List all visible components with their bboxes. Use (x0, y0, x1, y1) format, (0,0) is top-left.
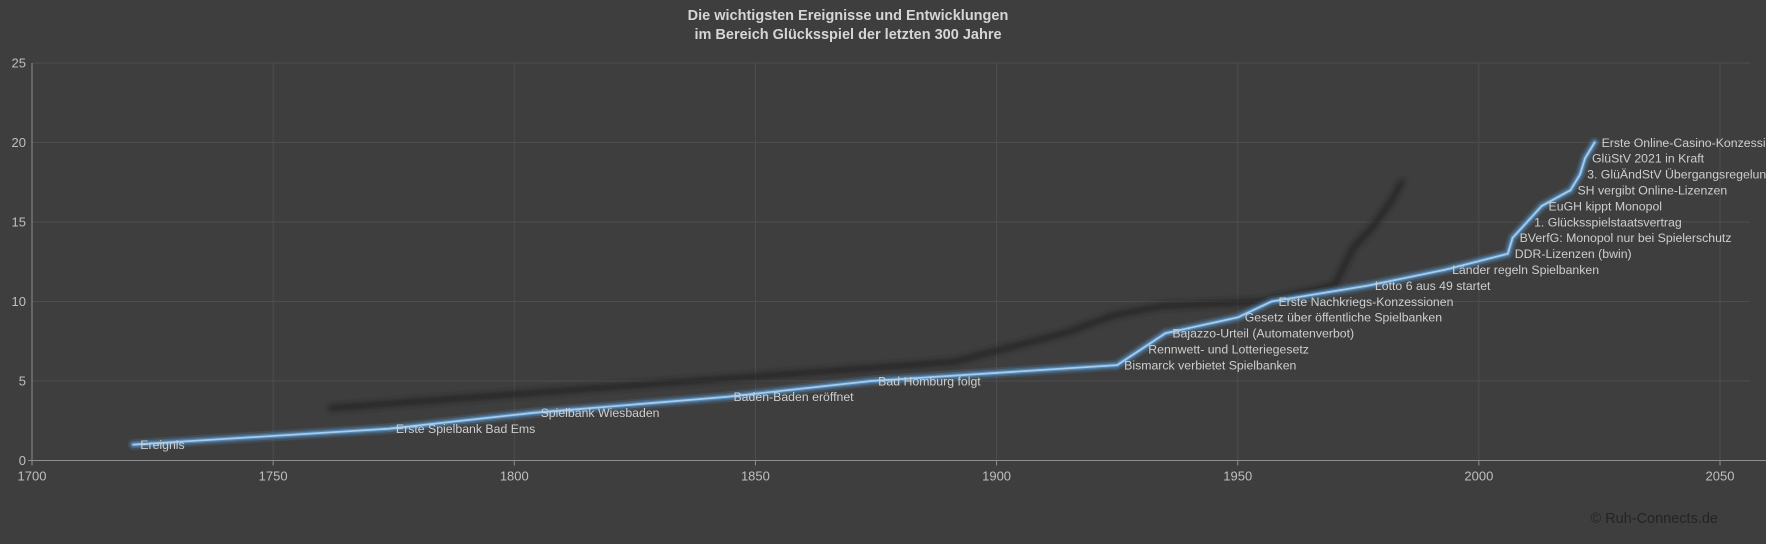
event-label: Bad Homburg folgt (878, 374, 981, 388)
x-tick-label: 1800 (500, 469, 529, 484)
event-label: EuGH kippt Monopol (1549, 199, 1662, 213)
event-label: Bismarck verbietet Spielbanken (1124, 358, 1296, 372)
event-line (131, 140, 1597, 447)
event-label: 3. GlüÄndStV Übergangsregelung (1587, 168, 1766, 182)
y-tick-label: 15 (12, 215, 26, 230)
event-label: Erste Nachkriegs-Konzessionen (1278, 295, 1453, 309)
x-tick-label: 1750 (259, 469, 288, 484)
event-label: Spielbank Wiesbaden (541, 406, 660, 420)
event-label: Länder regeln Spielbanken (1452, 263, 1599, 277)
y-tick-label: 0 (19, 453, 26, 468)
event-label: Baden-Baden eröffnet (733, 390, 854, 404)
event-label: Rennwett- und Lotteriegesetz (1148, 343, 1309, 357)
event-line (129, 139, 1599, 449)
event-label: Erste Spielbank Bad Ems (396, 422, 535, 436)
x-tick-label: 1900 (982, 469, 1011, 484)
event-label: Gesetz über öffentliche Spielbanken (1245, 311, 1442, 325)
event-label: Erste Online-Casino-Konzessionen (1602, 136, 1766, 150)
event-label: DDR-Lizenzen (bwin) (1515, 247, 1632, 261)
x-tick-label: 2050 (1706, 469, 1735, 484)
event-label: SH vergibt Online-Lizenzen (1577, 184, 1727, 198)
x-tick-label: 1850 (741, 469, 770, 484)
event-label: Lotto 6 aus 49 startet (1375, 279, 1491, 293)
y-tick-label: 25 (12, 56, 26, 71)
x-tick-label: 1700 (18, 469, 47, 484)
event-label: BVerfG: Monopol nur bei Spielerschutz (1520, 231, 1732, 245)
x-tick-label: 2000 (1464, 469, 1493, 484)
event-line (132, 141, 1596, 446)
event-label: Ereignis (140, 438, 184, 452)
shadow-line (328, 179, 1405, 411)
event-label: GlüStV 2021 in Kraft (1592, 152, 1705, 166)
event-label: 1. Glücksspielstaatsvertrag (1534, 215, 1682, 229)
y-tick-label: 20 (12, 135, 26, 150)
x-tick-label: 1950 (1223, 469, 1252, 484)
y-tick-label: 5 (19, 374, 26, 389)
watermark: © Ruh-Connects.de (1590, 511, 1718, 527)
y-tick-label: 10 (12, 294, 26, 309)
event-label: Bajazzo-Urteil (Automatenverbot) (1172, 327, 1354, 341)
event-line (127, 137, 1601, 451)
